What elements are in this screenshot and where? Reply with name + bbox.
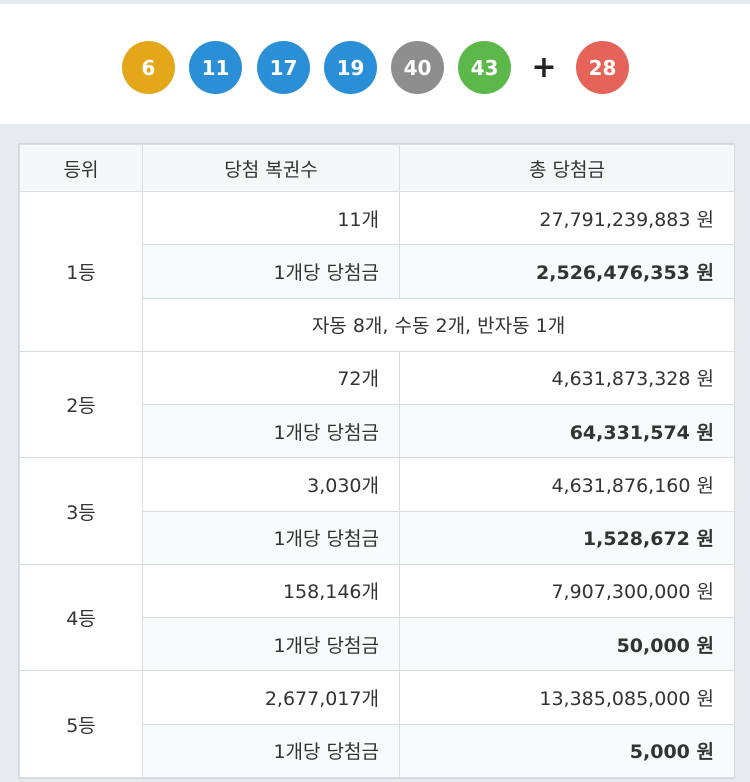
- ball-2: 11: [189, 41, 242, 94]
- table-row: 1개당 당첨금 1,528,672 원: [20, 510, 735, 565]
- count-cell: 11개: [142, 190, 400, 246]
- per-ticket-prize: 5,000 원: [399, 723, 735, 779]
- table-row: 1개당 당첨금 64,331,574 원: [20, 404, 735, 459]
- table-row: 1등 11개 27,791,239,883 원: [19, 190, 735, 352]
- total-prize-cell: 4,631,873,328 원: [399, 350, 735, 406]
- count-cell: 72개: [142, 350, 400, 406]
- per-ticket-prize: 50,000 원: [399, 617, 735, 672]
- table-header-row: 등위 당첨 복권수 총 당첨금: [19, 144, 735, 192]
- ball-5: 40: [391, 41, 444, 94]
- header-total: 총 당첨금: [399, 144, 735, 192]
- count-cell: 2,677,017개: [142, 670, 400, 725]
- per-ticket-prize: 64,331,574 원: [399, 404, 735, 459]
- bonus-ball: 28: [576, 41, 629, 94]
- ball-6: 43: [458, 41, 511, 94]
- prize-table-grid: 등위 당첨 복권수 총 당첨금 1등 11개 27,791,239,883 원 …: [19, 144, 735, 779]
- per-ticket-label: 1개당 당첨금: [142, 510, 400, 565]
- total-prize-cell: 7,907,300,000 원: [399, 563, 735, 619]
- header-count: 당첨 복권수: [142, 144, 400, 192]
- rank-cell: 3등: [19, 457, 143, 565]
- per-ticket-label: 1개당 당첨금: [142, 404, 400, 459]
- table-row: 1개당 당첨금 5,000 원: [20, 723, 735, 779]
- winning-numbers-panel: 6 11 17 19 40 43 + 28: [0, 4, 750, 124]
- total-prize-cell: 27,791,239,883 원: [399, 190, 735, 246]
- rank-cell: 4등: [19, 563, 143, 672]
- per-ticket-prize: 1,528,672 원: [399, 510, 735, 565]
- prize-table: 등위 당첨 복권수 총 당첨금 1등 11개 27,791,239,883 원 …: [18, 143, 735, 779]
- rank-cell: 5등: [19, 670, 143, 778]
- table-row: 2등 72개 4,631,873,328 원: [19, 350, 735, 459]
- count-cell: 158,146개: [142, 563, 400, 619]
- total-prize-cell: 13,385,085,000 원: [399, 670, 735, 725]
- ball-1: 6: [122, 41, 175, 94]
- table-row: 1개당 당첨금 50,000 원: [20, 617, 735, 672]
- table-row: 자동 8개, 수동 2개, 반자동 1개: [20, 297, 735, 352]
- purchase-method-note: 자동 8개, 수동 2개, 반자동 1개: [142, 297, 735, 352]
- ball-4: 19: [324, 41, 377, 94]
- count-cell: 3,030개: [142, 457, 400, 512]
- total-prize-cell: 4,631,876,160 원: [399, 457, 735, 512]
- header-rank: 등위: [19, 144, 143, 192]
- ball-3: 17: [257, 41, 310, 94]
- table-row: 4등 158,146개 7,907,300,000 원: [19, 563, 735, 672]
- top-strip: [0, 0, 750, 4]
- rank-cell: 1등: [19, 191, 143, 352]
- table-row: 1개당 당첨금 2,526,476,353 원: [20, 244, 735, 299]
- plus-sign: +: [531, 50, 557, 85]
- per-ticket-prize: 2,526,476,353 원: [399, 244, 735, 299]
- table-row: 5등 2,677,017개 13,385,085,000 원: [19, 670, 735, 778]
- per-ticket-label: 1개당 당첨금: [142, 617, 400, 672]
- per-ticket-label: 1개당 당첨금: [142, 244, 400, 299]
- rank-cell: 2등: [19, 350, 143, 459]
- table-row: 3등 3,030개 4,631,876,160 원: [19, 457, 735, 565]
- per-ticket-label: 1개당 당첨금: [142, 723, 400, 779]
